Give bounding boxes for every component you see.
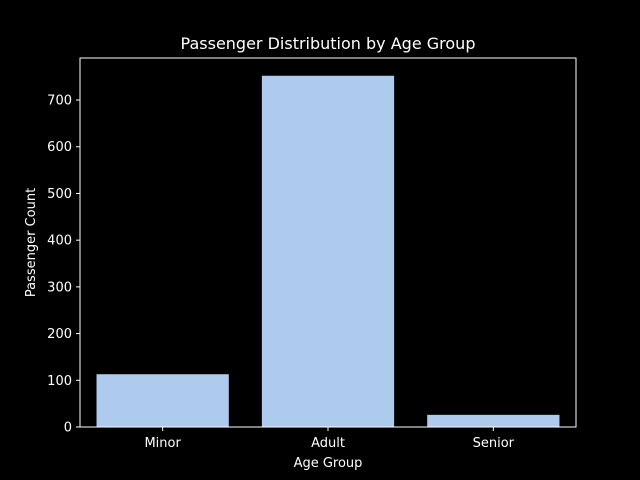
- chart-title: Passenger Distribution by Age Group: [181, 34, 476, 53]
- y-tick-label: 400: [47, 234, 72, 249]
- x-axis-label: Age Group: [294, 456, 363, 471]
- plot-frame: [79, 57, 577, 428]
- y-tick-label: 300: [47, 280, 72, 295]
- y-tick-label: 200: [47, 327, 72, 342]
- y-tick-label: 500: [47, 187, 72, 202]
- y-tick-label: 0: [64, 421, 72, 436]
- y-tick-label: 600: [47, 140, 72, 155]
- x-tick-label: Senior: [473, 436, 515, 451]
- x-tick-label: Adult: [311, 436, 345, 451]
- x-tick-label: Minor: [144, 436, 181, 451]
- y-axis-ticks: 0 100 200 300 400 500 600 700: [47, 94, 80, 436]
- y-tick-label: 700: [47, 94, 72, 109]
- bar-senior: [427, 414, 560, 427]
- y-tick-label: 100: [47, 374, 72, 389]
- bar-minor: [96, 374, 229, 427]
- y-axis-label: Passenger Count: [24, 188, 39, 297]
- bar-adult: [261, 75, 395, 428]
- bars-group: [96, 75, 560, 428]
- x-axis-ticks: Minor Adult Senior: [144, 427, 515, 451]
